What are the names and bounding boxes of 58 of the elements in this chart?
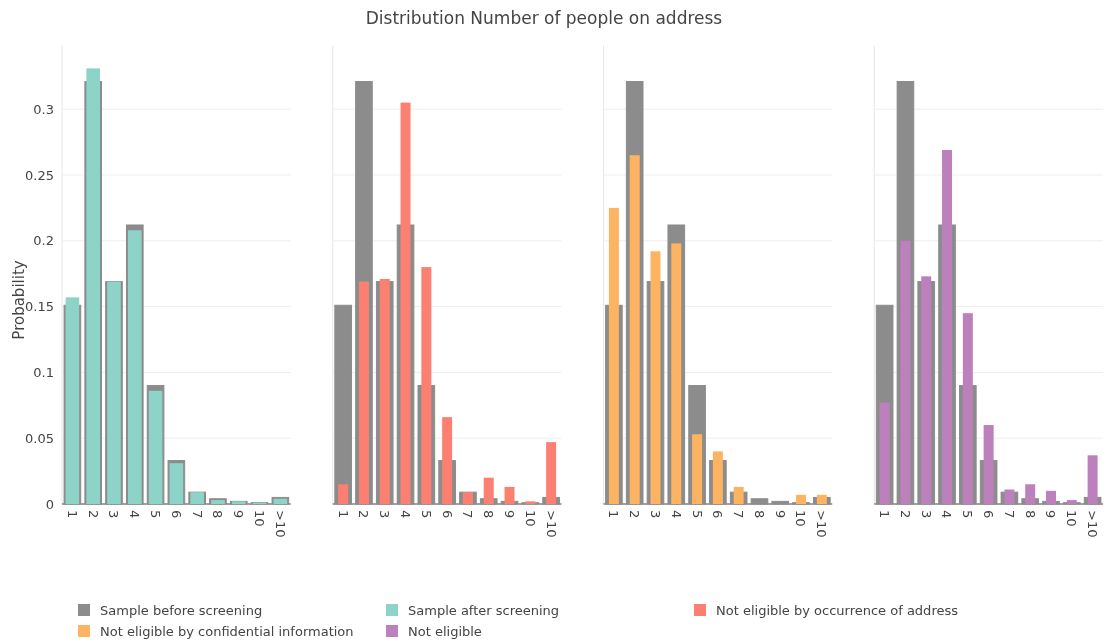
x-tick-label: 10 [522, 510, 538, 527]
x-tick-label: 10 [793, 510, 809, 527]
x-tick-label: >10 [543, 510, 559, 538]
legend-label: Not eligible [408, 623, 482, 639]
legend-label: Not eligible by occurrence of address [716, 602, 959, 618]
x-tick-label: 7 [731, 510, 747, 519]
x-tick-label: 7 [460, 510, 476, 519]
x-tick-label: 6 [168, 510, 184, 519]
y-tick-label: 0.15 [25, 299, 54, 315]
x-tick-label: 2 [85, 510, 101, 519]
x-tick-label: 6 [439, 510, 455, 519]
x-tick-label: 1 [606, 510, 622, 519]
y-axis-title: Probability [10, 260, 28, 340]
y-tick-label: 0.2 [33, 233, 54, 249]
x-tick-label: 8 [751, 510, 767, 519]
x-tick-label: 3 [377, 510, 393, 519]
x-tick-label: 4 [397, 510, 413, 519]
x-tick-label: 9 [1043, 510, 1059, 519]
x-tick-label: >10 [814, 510, 830, 538]
x-tick-label: 1 [64, 510, 80, 519]
x-tick-label: 8 [481, 510, 497, 519]
x-tick-label: 9 [501, 510, 517, 519]
x-tick-label: 2 [897, 510, 913, 519]
x-tick-label: 5 [960, 510, 976, 519]
legend-label: Not eligible by confidential information [100, 623, 354, 639]
x-tick-label: 7 [1001, 510, 1017, 519]
y-tick-label: 0.25 [25, 167, 54, 183]
x-tick-label: 4 [668, 510, 684, 519]
legend-label: Sample after screening [408, 602, 560, 618]
x-tick-label: 10 [1064, 510, 1080, 527]
x-tick-label: >10 [272, 510, 288, 538]
y-tick-label: 0.05 [25, 430, 54, 446]
x-tick-label: 8 [210, 510, 226, 519]
x-tick-label: 10 [252, 510, 268, 527]
legend-label: Sample before screening [100, 602, 263, 618]
x-tick-label: 1 [335, 510, 351, 519]
x-tick-label: 5 [418, 510, 434, 519]
x-tick-label: 1 [877, 510, 893, 519]
x-tick-label: 2 [356, 510, 372, 519]
x-tick-label: 9 [231, 510, 247, 519]
x-tick-label: 4 [939, 510, 955, 519]
y-tick-label: 0.1 [33, 364, 54, 380]
x-tick-label: 9 [772, 510, 788, 519]
x-tick-label: 3 [918, 510, 934, 519]
x-tick-label: 2 [627, 510, 643, 519]
x-tick-label: 6 [981, 510, 997, 519]
x-tick-label: 3 [106, 510, 122, 519]
y-tick-label: 0 [45, 496, 54, 512]
x-tick-label: 4 [127, 510, 143, 519]
x-tick-label: >10 [1085, 510, 1101, 538]
x-tick-label: 7 [189, 510, 205, 519]
x-tick-label: 3 [647, 510, 663, 519]
x-tick-label: 5 [148, 510, 164, 519]
x-tick-label: 5 [689, 510, 705, 519]
x-tick-label: 8 [1022, 510, 1038, 519]
chart-title: Distribution Number of people on address [365, 8, 723, 28]
x-tick-label: 6 [710, 510, 726, 519]
y-tick-label: 0.3 [33, 101, 54, 117]
